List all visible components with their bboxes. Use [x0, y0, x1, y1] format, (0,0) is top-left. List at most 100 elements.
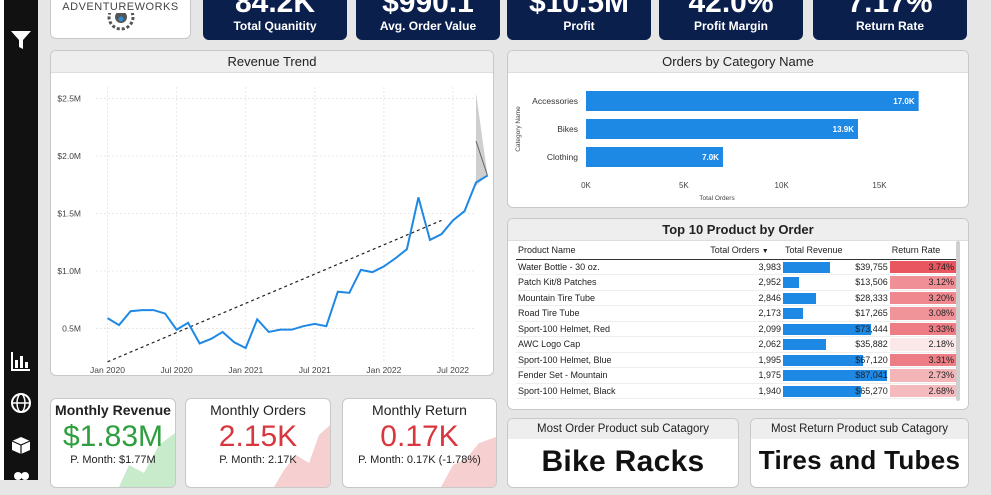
user-icon[interactable]	[4, 465, 38, 495]
return-rate-value: 2.73%	[928, 370, 954, 381]
kpi-value: 7.17%	[847, 0, 933, 19]
globe-icon[interactable]	[4, 388, 38, 418]
return-rate-heat	[889, 384, 956, 397]
forecast-band	[476, 92, 488, 186]
cell-product-name: Sport-100 Helmet, Black	[516, 383, 709, 399]
col-total-orders[interactable]: Total Orders ▼	[708, 241, 783, 260]
x-tick-label: Jan 2021	[228, 365, 263, 375]
sparkline-area	[51, 433, 175, 487]
table-row[interactable]: Mountain Tire Tube 2,846 $28,333 3.20%	[516, 290, 956, 306]
category-bar[interactable]	[586, 91, 919, 111]
sparkline-area	[343, 437, 496, 487]
monthly-orders-value: 2.15K	[218, 420, 298, 453]
col-return-rate[interactable]: Return Rate	[889, 241, 956, 260]
table-row[interactable]: Water Bottle - 30 oz. 3,983 $39,755 3.74%	[516, 259, 956, 275]
cell-total-orders: 2,099	[708, 321, 783, 337]
col-total-revenue[interactable]: Total Revenue	[782, 241, 890, 260]
kpi-value: $990.1	[382, 0, 474, 19]
category-bar[interactable]	[586, 119, 858, 139]
y-tick-label: 0.5M	[62, 324, 81, 334]
table-row[interactable]: Sport-100 Helmet, Red 2,099 $73,444 3.33%	[516, 321, 956, 337]
most-return-subcategory-value: Tires and Tubes	[758, 445, 961, 475]
cell-product-name: Sport-100 Helmet, Red	[516, 321, 709, 337]
kpi-value: 84.2K	[234, 0, 316, 19]
table-row[interactable]: Fender Set - Mountain 1,975 $87,041 2.73%	[516, 367, 956, 384]
box-icon[interactable]	[4, 430, 38, 460]
revenue-databar	[782, 354, 864, 366]
kpi-profit: $10.5M Profit	[507, 0, 651, 40]
cell-total-revenue: $39,755	[782, 259, 890, 275]
monthly-orders-sparkline	[186, 425, 330, 487]
x-axis-label: Total Orders	[699, 195, 735, 202]
cell-total-revenue: $13,506	[782, 274, 890, 291]
return-rate-heat	[889, 338, 956, 351]
cell-return-rate: 2.68%	[889, 383, 956, 399]
kpi-total-quantity: 84.2K Total Quanitity	[203, 0, 347, 40]
kpi-label: Return Rate	[855, 19, 924, 33]
bar-value-label: 13.9K	[833, 125, 855, 134]
cell-product-name: Road Tire Tube	[516, 305, 709, 322]
orders-by-category-chart[interactable]: 0K 5K 10K 15K Total Orders Category Name Acces…	[508, 73, 968, 207]
monthly-orders-title: Monthly Orders	[210, 402, 306, 418]
x-tick-label: Jan 2020	[90, 365, 125, 375]
most-order-subcategory-title: Most Order Product sub Catagory	[508, 419, 738, 439]
cell-product-name: Water Bottle - 30 oz.	[516, 259, 709, 275]
return-rate-value: 3.08%	[928, 308, 954, 319]
x-tick-label: Jan 2022	[366, 365, 401, 375]
monthly-revenue-title: Monthly Revenue	[55, 402, 171, 418]
top10-card[interactable]: Top 10 Product by Order Product Name Tot…	[507, 218, 969, 410]
cell-total-orders: 1,975	[708, 367, 783, 384]
kpi-label: Profit Margin	[694, 19, 768, 33]
forecast-line	[475, 140, 488, 176]
revenue-databar	[782, 339, 826, 350]
y-tick-label: $1.0M	[57, 266, 81, 276]
return-rate-heat	[889, 260, 956, 273]
cell-total-revenue: $73,444	[782, 321, 890, 337]
table-row[interactable]: AWC Logo Cap 2,062 $35,882 2.18%	[516, 336, 956, 353]
kpi-profit-margin: 42.0% Profit Margin	[659, 0, 803, 40]
cell-total-revenue: $87,041	[782, 367, 890, 384]
return-rate-value: 3.31%	[928, 354, 954, 365]
kpi-label: Profit	[563, 19, 595, 33]
cell-total-orders: 2,846	[708, 290, 783, 306]
cell-return-rate: 2.18%	[889, 336, 956, 353]
kpi-value: 42.0%	[688, 0, 774, 19]
kpi-return-rate: 7.17% Return Rate	[813, 0, 967, 40]
revenue-trend-card[interactable]: Revenue Trend Jan 2020 Jul 2020 Jan 2021 Ju…	[50, 50, 494, 376]
gear-logo-icon	[107, 3, 134, 31]
revenue-series-line[interactable]	[107, 174, 489, 350]
revenue-databar	[782, 277, 799, 288]
revenue-trend-chart[interactable]: Jan 2020 Jul 2020 Jan 2021 Jul 2021 Jan 2022…	[51, 73, 493, 375]
cell-total-orders: 2,062	[708, 336, 783, 353]
kpi-value: $10.5M	[528, 0, 630, 19]
revenue-databar	[782, 323, 871, 335]
kpi-label: Avg. Order Value	[379, 19, 477, 33]
category-bar[interactable]	[586, 147, 723, 167]
cell-total-orders: 2,952	[708, 274, 783, 291]
logo-text: ADVENTUREWORKS	[62, 1, 179, 13]
table-row[interactable]: Sport-100 Helmet, Blue 1,995 $67,120 3.31%	[516, 352, 956, 368]
trend-line	[107, 219, 442, 363]
revenue-databar	[782, 261, 830, 273]
cell-return-rate: 3.74%	[889, 259, 956, 275]
monthly-return-previous: P. Month: 0.17K (-1.78%)	[358, 454, 481, 466]
table-row[interactable]: Patch Kit/8 Patches 2,952 $13,506 3.12%	[516, 274, 956, 291]
monthly-return-value: 0.17K	[380, 420, 459, 453]
return-rate-heat	[889, 291, 956, 304]
cell-product-name: Fender Set - Mountain	[516, 367, 709, 384]
logo: ADVENTUREWORKS	[50, 0, 191, 39]
table-row[interactable]: Road Tire Tube 2,173 $17,265 3.08%	[516, 305, 956, 322]
filter-icon[interactable]	[4, 25, 38, 55]
table-scrollbar[interactable]	[956, 241, 960, 401]
return-rate-value: 2.68%	[928, 385, 954, 396]
sidebar-bar	[4, 0, 38, 480]
col-product-name[interactable]: Product Name	[516, 241, 709, 260]
bar-value-label: 7.0K	[702, 153, 719, 162]
sidebar	[0, 0, 38, 480]
orders-by-category-card[interactable]: Orders by Category Name 0K 5K 10K 15K Total …	[507, 50, 969, 208]
table-row[interactable]: Sport-100 Helmet, Black 1,940 $65,270 2.68%	[516, 383, 956, 399]
bar-chart-icon[interactable]	[4, 346, 38, 376]
y-tick-label: $2.0M	[57, 151, 81, 161]
sort-desc-icon: ▼	[761, 247, 769, 255]
return-rate-heat	[889, 322, 956, 335]
